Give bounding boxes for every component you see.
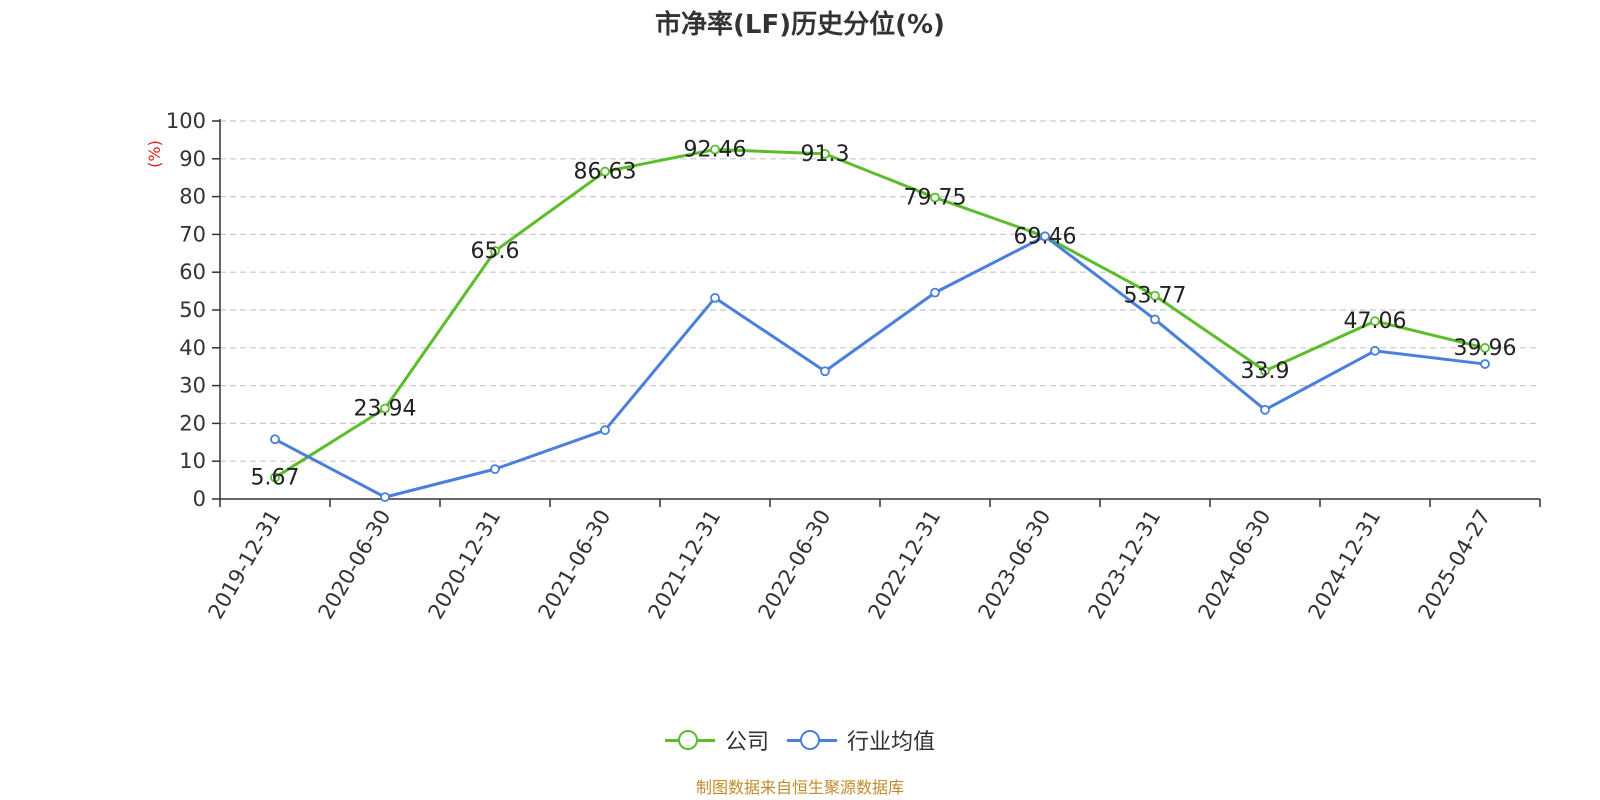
series-1-point (1150, 290, 1160, 301)
x-tick-label: 2021-06-30 (534, 506, 616, 624)
legend-item-1[interactable]: 公司 (664, 724, 769, 756)
axes: 0 10 20 30 40 50 60 70 80 90 100 2019-12-31 2020-06-… (166, 109, 1541, 624)
y-tick-label: 50 (179, 298, 206, 322)
chart-title: 市净率(LF)历史分位(%) (655, 10, 945, 40)
legend-marker-icon (787, 730, 837, 750)
y-tick-label: 90 (179, 147, 206, 171)
y-tick-label: 10 (179, 449, 206, 473)
data-label: 47.06 (1344, 309, 1407, 334)
x-tick-label: 2020-12-31 (424, 506, 506, 624)
series-1-point (820, 148, 830, 159)
legend-label: 行业均值 (847, 730, 936, 755)
y-tick-label: 20 (179, 411, 206, 435)
data-labels: 5.67 23.94 65.6 86.63 92.46 91.3 79.75 69.46 53.… (251, 138, 1517, 491)
y-tick-label: 100 (166, 109, 206, 133)
series-1-point (930, 192, 940, 203)
y-tick-label: 60 (179, 260, 206, 284)
x-tick-label: 2021-12-31 (644, 506, 726, 624)
series-2-point (930, 287, 940, 298)
series-1-point (1480, 343, 1490, 353)
x-tick-label: 2022-12-31 (864, 506, 946, 624)
series-2-point (270, 434, 280, 445)
x-tick-label: 2022-06-30 (754, 506, 836, 624)
series-1-point (1260, 365, 1270, 376)
data-label: 91.3 (801, 142, 850, 167)
series-1-point (600, 166, 610, 177)
data-label: 33.9 (1241, 359, 1290, 384)
data-label: 69.46 (1014, 224, 1077, 249)
data-source-note: 制图数据来自恒生聚源数据库 (695, 778, 904, 797)
legend-marker-icon (664, 730, 715, 750)
series-2-point (1370, 345, 1380, 356)
series-2-point (1150, 314, 1160, 325)
x-tick-label: 2024-06-30 (1194, 506, 1276, 624)
series-2-point (710, 293, 720, 303)
y-tick-label: 70 (179, 222, 206, 246)
series-2-point (1480, 359, 1490, 369)
data-label: 92.46 (684, 138, 747, 163)
data-label: 5.67 (251, 466, 300, 491)
y-axis-label: (%) (145, 140, 164, 168)
data-label: 79.75 (904, 186, 967, 211)
data-label: 39.96 (1454, 336, 1517, 361)
data-label: 23.94 (354, 397, 417, 422)
y-tick-label: 30 (179, 374, 206, 398)
legend-item-2[interactable]: 行业均值 (787, 724, 935, 756)
x-tick-label: 2020-06-30 (314, 506, 396, 624)
legend-label: 公司 (724, 730, 769, 755)
y-tick-label: 40 (179, 336, 206, 360)
legend: 公司 行业均值 (0, 722, 1600, 758)
x-tick-label: 2023-06-30 (974, 506, 1056, 624)
data-label: 65.6 (471, 239, 520, 264)
data-label: 53.77 (1124, 284, 1187, 309)
y-tick-label: 0 (193, 487, 206, 511)
x-tick-label: 2023-12-31 (1084, 506, 1166, 624)
series-line-2 (274, 234, 1486, 499)
series-2-point (490, 464, 500, 475)
series-1-point (1370, 316, 1380, 327)
series-2-point (1040, 231, 1050, 242)
x-tick-label: 2025-04-27 (1414, 506, 1496, 624)
series-2-point (380, 492, 390, 503)
series-1-point (710, 144, 720, 155)
series-2-point (600, 425, 610, 436)
y-tick-label: 80 (179, 185, 206, 209)
x-tick-label: 2024-12-31 (1304, 506, 1386, 624)
series (270, 144, 1490, 503)
x-tick-label: 2019-12-31 (204, 506, 286, 624)
series-1-point (490, 246, 500, 256)
data-label: 86.63 (574, 160, 637, 185)
series-2-point (1260, 404, 1270, 415)
series-1-point (380, 403, 390, 414)
grid-lines (220, 120, 1540, 462)
series-1-point (270, 472, 280, 483)
series-2-point (820, 366, 830, 377)
series-line-1 (274, 148, 1486, 479)
